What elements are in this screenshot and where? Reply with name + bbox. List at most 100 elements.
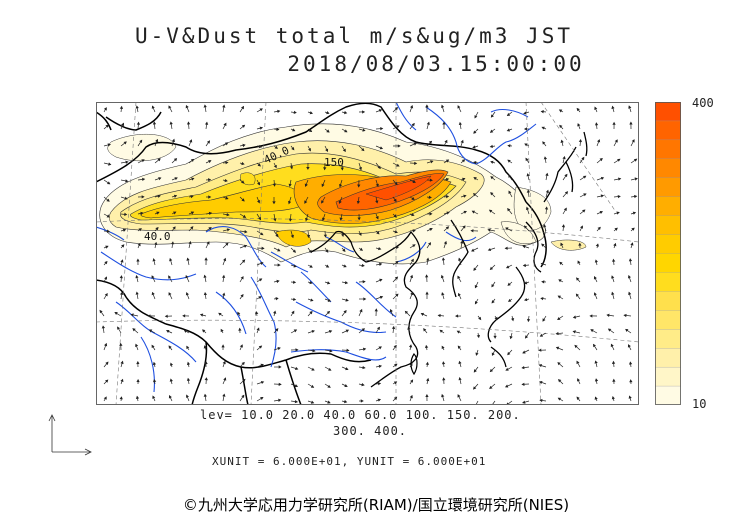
wind-arrowhead (507, 351, 511, 356)
wind-arrowhead (612, 121, 616, 125)
wind-arrowhead (524, 143, 528, 147)
wind-arrowhead (241, 259, 246, 263)
wind-arrowhead (628, 105, 632, 109)
wind-arrowhead (136, 121, 141, 125)
wind-arrowhead (462, 177, 466, 181)
wind-arrowhead (362, 128, 366, 132)
wind-arrowhead (361, 263, 365, 268)
wind-arrowhead (593, 292, 597, 296)
wind-arrowhead (377, 398, 381, 402)
wind-arrowhead (611, 105, 615, 110)
wind-arrowhead (288, 200, 292, 205)
wind-arrowhead (171, 138, 175, 143)
wind-arrowhead (309, 310, 313, 315)
wind-arrowhead (275, 297, 279, 301)
wind-arrowhead (304, 183, 308, 187)
wind-arrowhead (310, 298, 314, 302)
wind-arrowhead (395, 260, 399, 265)
wind-arrowhead (541, 243, 545, 247)
wind-arrowhead (541, 126, 545, 130)
wind-arrowhead (491, 300, 495, 304)
wind-arrowhead (132, 328, 136, 332)
wind-arrowhead (311, 367, 315, 371)
wind-arrowhead (221, 274, 226, 278)
wind-arrowhead (343, 264, 347, 268)
wind-arrowhead (158, 177, 162, 181)
wind-arrowhead (277, 248, 281, 252)
wind-arrowhead (326, 310, 331, 315)
wind-arrowhead (289, 166, 294, 170)
wind-arrowhead (457, 292, 461, 297)
wind-arrowhead (185, 292, 189, 296)
wind-arrowhead (429, 212, 433, 216)
wind-arrowhead (208, 211, 213, 216)
wind-arrowhead (439, 329, 443, 333)
wind-arrowhead (277, 263, 281, 267)
wind-arrowhead (445, 226, 450, 230)
colorbar-cell (655, 348, 681, 368)
wind-arrowhead (378, 364, 383, 368)
wind-arrowhead (147, 314, 151, 318)
wind-arrowhead (473, 267, 477, 271)
wind-arrowhead (494, 316, 498, 321)
wind-arrowhead (238, 327, 242, 331)
wind-arrowhead (522, 245, 526, 249)
wind-arrowhead (306, 234, 311, 239)
wind-arrowhead (394, 181, 398, 186)
wind-arrowhead (305, 217, 309, 222)
wind-arrowhead (277, 109, 281, 114)
wind-arrowhead (458, 121, 462, 126)
wind-arrowhead (291, 146, 295, 151)
wind-arrowhead (393, 396, 398, 401)
wind-arrowhead (304, 200, 308, 204)
wind-arrowhead (393, 381, 398, 385)
wind-arrowhead (345, 329, 350, 333)
wind-arrowhead (288, 183, 292, 188)
wind-arrowhead (186, 361, 191, 366)
wind-arrowhead (375, 183, 379, 187)
wind-arrowhead (597, 226, 601, 231)
wind-arrowhead (277, 347, 281, 351)
wind-arrowhead (592, 343, 596, 348)
wind-arrowhead (328, 330, 333, 334)
wind-arrowhead (379, 262, 383, 266)
wind-arrowhead (293, 329, 298, 333)
wind-arrowhead (203, 393, 207, 397)
wind-arrowhead (327, 298, 332, 302)
wind-arrowhead (408, 344, 413, 348)
wind-arrowhead (610, 343, 614, 348)
wind-arrowhead (525, 206, 530, 210)
wind-arrowhead (258, 278, 263, 282)
wind-arrowhead (428, 195, 432, 199)
wind-arrowhead (208, 160, 212, 164)
wind-arrowhead (276, 279, 280, 284)
wind-arrowhead (220, 328, 224, 333)
wind-arrowhead (223, 377, 227, 381)
wind-arrowhead (409, 274, 414, 279)
wind-arrowhead (507, 282, 511, 286)
wind-arrowhead (119, 396, 123, 400)
reference-vector-icon (48, 414, 92, 456)
wind-arrowhead (356, 200, 361, 205)
wind-arrowhead (308, 148, 311, 152)
wind-arrowhead (260, 261, 264, 265)
colorbar-min-label: 10 (692, 397, 707, 411)
wind-arrowhead (445, 159, 450, 163)
wind-arrowhead (362, 110, 366, 114)
wind-arrowhead (379, 146, 384, 150)
colorbar-cell (655, 253, 681, 273)
colorbar-cell (655, 177, 681, 198)
wind-arrowhead (190, 195, 194, 199)
wind-arrowhead (504, 246, 508, 250)
wind-arrowhead (273, 218, 277, 222)
wind-arrowhead (208, 195, 212, 199)
wind-arrowhead (148, 329, 153, 333)
wind-arrowhead (564, 191, 569, 195)
wind-arrowhead (104, 260, 108, 265)
wind-arrowhead (508, 190, 512, 194)
wind-arrowhead (589, 314, 593, 318)
wind-arrowhead (241, 124, 246, 128)
wind-arrowhead (505, 384, 509, 388)
wind-arrowhead (272, 201, 276, 205)
wind-arrowhead (559, 124, 563, 129)
